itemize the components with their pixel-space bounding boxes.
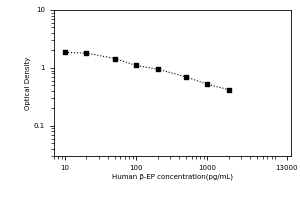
Point [226, 88, 231, 91]
Point [84, 51, 89, 55]
Point [184, 75, 188, 78]
Point [155, 68, 160, 71]
Point [134, 64, 139, 67]
Y-axis label: Optical Density: Optical Density [25, 56, 31, 110]
X-axis label: Human β-EP concentration(pg/mL): Human β-EP concentration(pg/mL) [112, 174, 233, 180]
Point [63, 51, 68, 54]
Point [205, 83, 210, 86]
Point [112, 57, 117, 60]
